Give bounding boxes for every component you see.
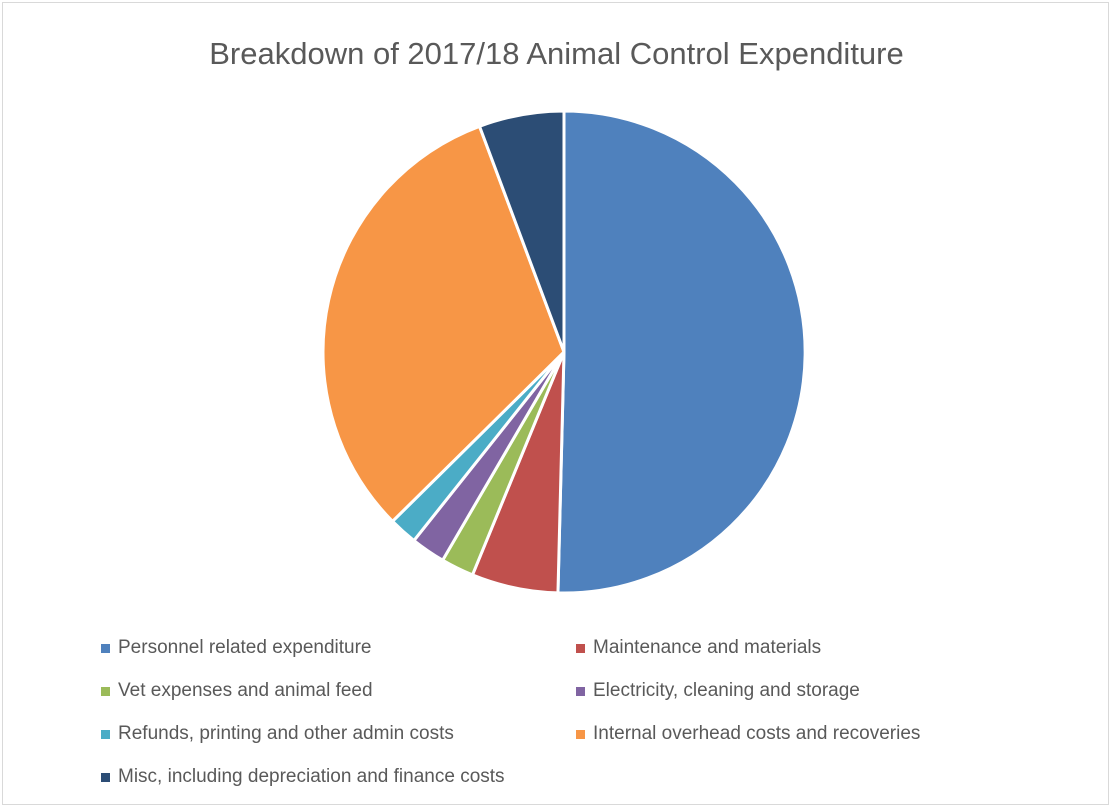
legend-swatch xyxy=(101,772,110,782)
legend-item-personnel: Personnel related expenditure xyxy=(101,636,372,660)
legend-swatch xyxy=(101,643,110,653)
legend-label: Electricity, cleaning and storage xyxy=(593,680,860,701)
pie-slice-personnel xyxy=(556,109,807,595)
legend-swatch xyxy=(101,686,110,696)
legend-swatch xyxy=(101,729,110,739)
legend-item-maintenance: Maintenance and materials xyxy=(576,636,821,660)
legend-label: Vet expenses and animal feed xyxy=(118,680,373,701)
legend-label: Misc, including depreciation and finance… xyxy=(118,766,505,787)
legend-item-electricity: Electricity, cleaning and storage xyxy=(576,679,860,703)
legend-item-vet: Vet expenses and animal feed xyxy=(101,679,373,703)
legend-item-refunds: Refunds, printing and other admin costs xyxy=(101,722,454,746)
legend-label: Internal overhead costs and recoveries xyxy=(593,723,921,744)
legend-swatch xyxy=(576,643,585,653)
pie-slice-overhead xyxy=(321,124,566,523)
chart-title: Breakdown of 2017/18 Animal Control Expe… xyxy=(209,36,904,71)
legend-label: Personnel related expenditure xyxy=(118,637,372,658)
legend-swatch xyxy=(576,729,585,739)
legend-item-misc: Misc, including depreciation and finance… xyxy=(101,765,505,789)
pie-slice-misc xyxy=(478,109,566,354)
legend-label: Refunds, printing and other admin costs xyxy=(118,723,454,744)
legend-label: Maintenance and materials xyxy=(593,637,822,658)
legend-swatch xyxy=(576,686,585,696)
legend-item-overhead: Internal overhead costs and recoveries xyxy=(576,722,920,746)
